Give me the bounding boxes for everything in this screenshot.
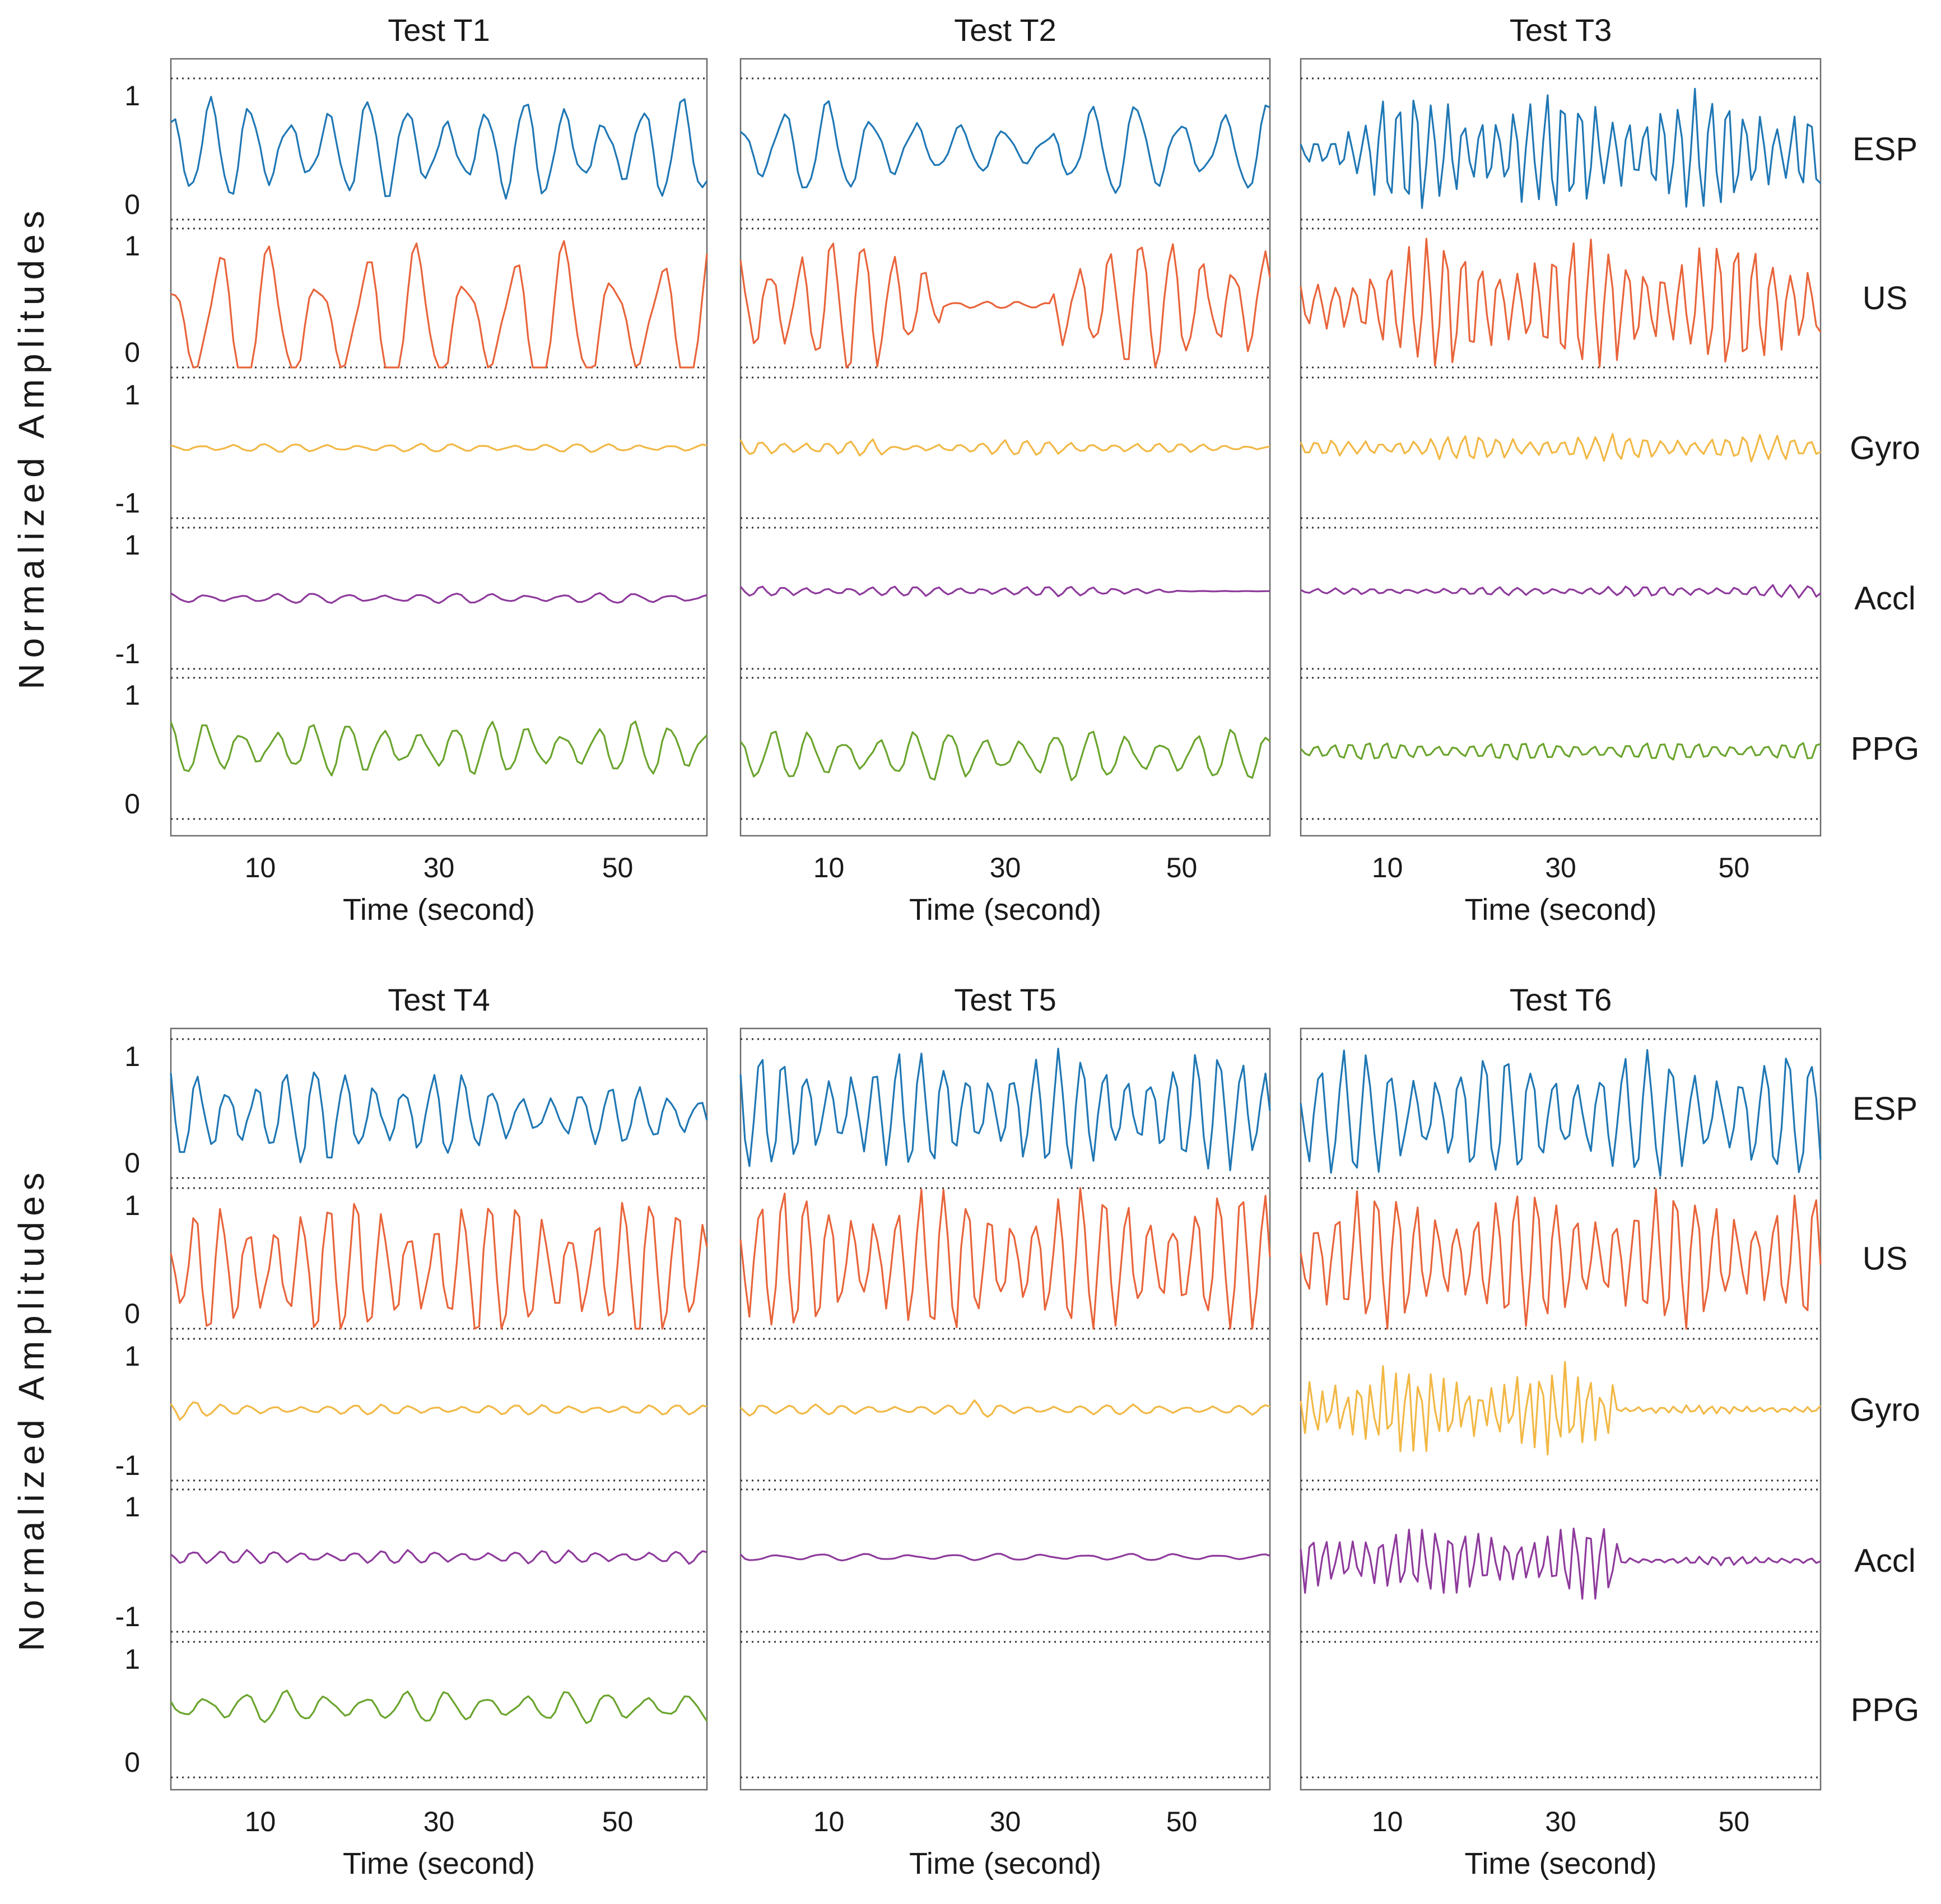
y-tick-label: 1	[124, 80, 140, 111]
panel-frame-2	[739, 58, 1271, 837]
series-line-gyro	[1300, 433, 1821, 463]
panel-frame-5	[739, 1027, 1271, 1791]
x-axis-label: Time (second)	[343, 1847, 535, 1880]
series-line-accl	[1300, 1528, 1821, 1600]
x-tick-label: 10	[245, 852, 276, 883]
x-tick-label: 50	[1719, 1806, 1750, 1837]
x-tick-label: 50	[1719, 852, 1750, 883]
series-line-us	[170, 240, 708, 369]
y-tick-label: -1	[115, 638, 140, 669]
channel-label: US	[1863, 1241, 1908, 1277]
y-tick-label: 1	[124, 1190, 140, 1221]
series-line-accl	[1300, 584, 1822, 599]
y-tick-label: 1	[124, 230, 140, 262]
panel-title: Test T2	[954, 12, 1056, 48]
x-axis-label: Time (second)	[343, 893, 535, 927]
channel-label: US	[1863, 280, 1908, 316]
channel-label: Gyro	[1850, 1392, 1920, 1428]
channel-label: PPG	[1851, 1692, 1920, 1728]
channel-label: ESP	[1852, 131, 1917, 167]
series-line-us	[1300, 1188, 1822, 1330]
x-axis-label: Time (second)	[909, 893, 1101, 927]
channel-label: Accl	[1854, 580, 1916, 617]
x-tick-label: 10	[245, 1806, 276, 1837]
series-line-us	[739, 1187, 1271, 1330]
panel-frame-4	[170, 1027, 708, 1791]
x-axis-label: Time (second)	[1464, 1847, 1656, 1880]
series-line-accl	[739, 1553, 1270, 1562]
y-tick-label: 1	[124, 529, 140, 561]
series-line-us	[1300, 238, 1822, 367]
series-line-us	[739, 243, 1271, 369]
panel-title: Test T5	[954, 982, 1056, 1017]
y-tick-label: 0	[124, 1298, 140, 1329]
series-line-gyro	[739, 1399, 1270, 1418]
x-tick-label: 10	[813, 852, 845, 883]
x-tick-label: 30	[1545, 852, 1576, 883]
x-tick-label: 50	[602, 852, 634, 883]
series-line-esp	[739, 1048, 1271, 1171]
y-tick-label: 0	[124, 337, 140, 368]
series-line-accl	[739, 585, 1270, 598]
y-tick-label: 0	[124, 1747, 140, 1778]
panel-title: Test T4	[388, 982, 490, 1017]
y-tick-label: 1	[124, 379, 140, 411]
x-axis-label: Time (second)	[1464, 893, 1656, 927]
series-line-accl	[170, 592, 707, 604]
y-tick-label: -1	[115, 1450, 140, 1481]
series-line-us	[170, 1202, 708, 1330]
series-line-esp	[739, 100, 1270, 194]
x-tick-label: 10	[813, 1806, 845, 1837]
y-tick-label: 1	[124, 1644, 140, 1675]
x-tick-label: 30	[423, 1806, 455, 1837]
panel-title: Test T6	[1510, 982, 1612, 1017]
y-tick-label: 1	[124, 1491, 140, 1523]
panel-title: Test T1	[388, 12, 490, 48]
series-line-gyro	[1300, 1361, 1822, 1456]
series-line-esp	[1300, 87, 1822, 209]
series-line-ppg	[739, 729, 1270, 781]
series-line-gyro	[170, 1401, 707, 1421]
y-tick-label: 1	[124, 1340, 140, 1372]
x-tick-label: 30	[1545, 1806, 1576, 1837]
x-tick-label: 10	[1372, 852, 1403, 883]
series-line-gyro	[170, 443, 707, 453]
x-axis-label: Time (second)	[909, 1847, 1101, 1880]
panel-frame-6	[1300, 1027, 1822, 1791]
series-line-ppg	[170, 1689, 708, 1724]
series-line-gyro	[739, 438, 1270, 457]
x-tick-label: 30	[990, 852, 1021, 883]
panel-frame-3	[1300, 58, 1822, 837]
x-tick-label: 50	[602, 1806, 634, 1837]
x-tick-label: 10	[1372, 1806, 1403, 1837]
series-line-esp	[170, 1071, 708, 1163]
channel-label: Accl	[1854, 1543, 1916, 1579]
x-tick-label: 50	[1166, 852, 1198, 883]
x-tick-label: 30	[990, 1806, 1021, 1837]
channel-label: ESP	[1852, 1091, 1917, 1127]
y-tick-label: 0	[124, 189, 140, 220]
x-tick-label: 50	[1166, 1806, 1198, 1837]
y-tick-label: 0	[124, 1147, 140, 1179]
channel-label: Gyro	[1850, 430, 1920, 467]
series-line-esp	[170, 96, 708, 200]
series-line-esp	[1300, 1049, 1822, 1177]
y-axis-label: Normalized Amplitudes	[11, 205, 52, 690]
y-tick-label: -1	[115, 487, 140, 519]
panel-title: Test T3	[1510, 12, 1612, 48]
y-tick-label: 1	[124, 679, 140, 711]
panel-frame-1	[170, 58, 708, 837]
x-tick-label: 30	[423, 852, 455, 883]
channel-label: PPG	[1851, 730, 1920, 767]
y-tick-label: 0	[124, 788, 140, 820]
y-tick-label: -1	[115, 1601, 140, 1632]
y-axis-label: Normalized Amplitudes	[11, 1167, 52, 1651]
series-line-ppg	[1300, 742, 1821, 761]
series-line-accl	[170, 1549, 707, 1565]
y-tick-label: 1	[124, 1041, 140, 1072]
series-line-ppg	[170, 720, 708, 776]
